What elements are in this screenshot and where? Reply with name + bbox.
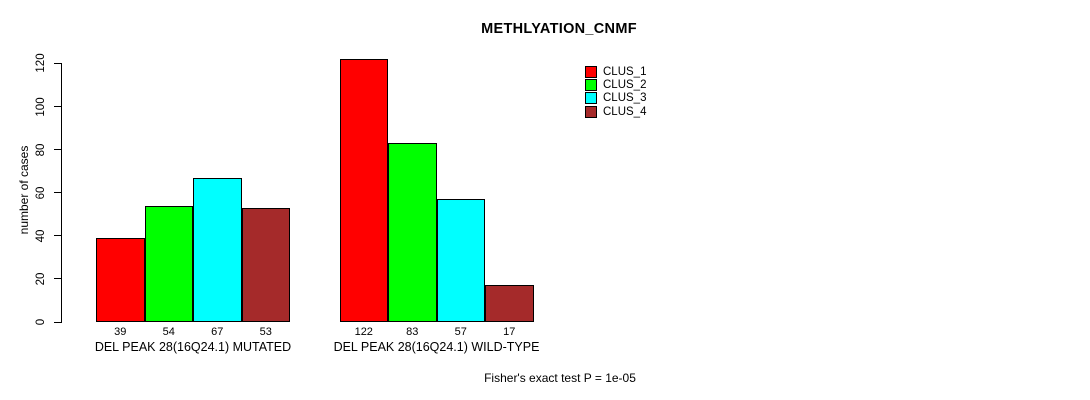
- bar-clus_4-group1: [241, 207, 290, 322]
- y-tick-label: 20: [35, 272, 47, 286]
- x-axis-group-label: DEL PEAK 28(16Q24.1) MUTATED: [94, 340, 292, 354]
- legend-swatch-clus_1: [585, 66, 597, 78]
- bar-value-label: 53: [259, 326, 272, 338]
- bar-clus_1-group2: [339, 59, 388, 322]
- y-tick-mark: [54, 278, 62, 280]
- legend-swatch-clus_4: [585, 105, 597, 118]
- y-tick-label: 40: [35, 229, 47, 243]
- bar-clus_3-group1: [193, 177, 242, 322]
- y-axis-title: number of cases: [17, 145, 31, 235]
- legend-label: CLUS_2: [603, 79, 647, 92]
- bar-clus_2-group1: [144, 205, 193, 322]
- y-tick-mark: [54, 149, 62, 151]
- bar-value-label: 57: [454, 326, 467, 338]
- stat-test-annotation: Fisher's exact test P = 1e-05: [484, 371, 636, 385]
- bar-value-label: 83: [406, 326, 419, 338]
- y-tick-mark: [54, 62, 62, 64]
- bar-value-label: 67: [211, 326, 224, 338]
- bar-clus_1-group1: [96, 237, 145, 322]
- legend-label: CLUS_4: [603, 105, 647, 118]
- legend-label: CLUS_1: [603, 66, 647, 78]
- y-tick-label: 120: [35, 53, 47, 74]
- y-tick-label: 80: [35, 143, 47, 157]
- legend-swatch-clus_3: [585, 92, 597, 105]
- y-tick-mark: [54, 321, 62, 323]
- bar-clus_2-group2: [388, 143, 437, 322]
- y-tick-mark: [54, 192, 62, 194]
- bar-value-label: 39: [114, 326, 127, 338]
- y-tick-label: 0: [35, 318, 47, 326]
- bar-clus_4-group2: [485, 285, 534, 322]
- y-tick-mark: [54, 235, 62, 237]
- y-tick-mark: [54, 106, 62, 108]
- y-tick-label: 100: [35, 96, 47, 117]
- bar-value-label: 17: [503, 326, 516, 338]
- x-axis-group-label: DEL PEAK 28(16Q24.1) WILD-TYPE: [333, 340, 540, 354]
- y-tick-label: 60: [35, 186, 47, 200]
- legend-swatch-clus_2: [585, 79, 597, 92]
- bar-value-label: 54: [162, 326, 175, 338]
- chart-title: METHLYATION_CNMF: [481, 21, 637, 37]
- bar-value-label: 122: [354, 326, 373, 338]
- bar-clus_3-group2: [436, 199, 485, 322]
- legend-label: CLUS_3: [603, 92, 647, 105]
